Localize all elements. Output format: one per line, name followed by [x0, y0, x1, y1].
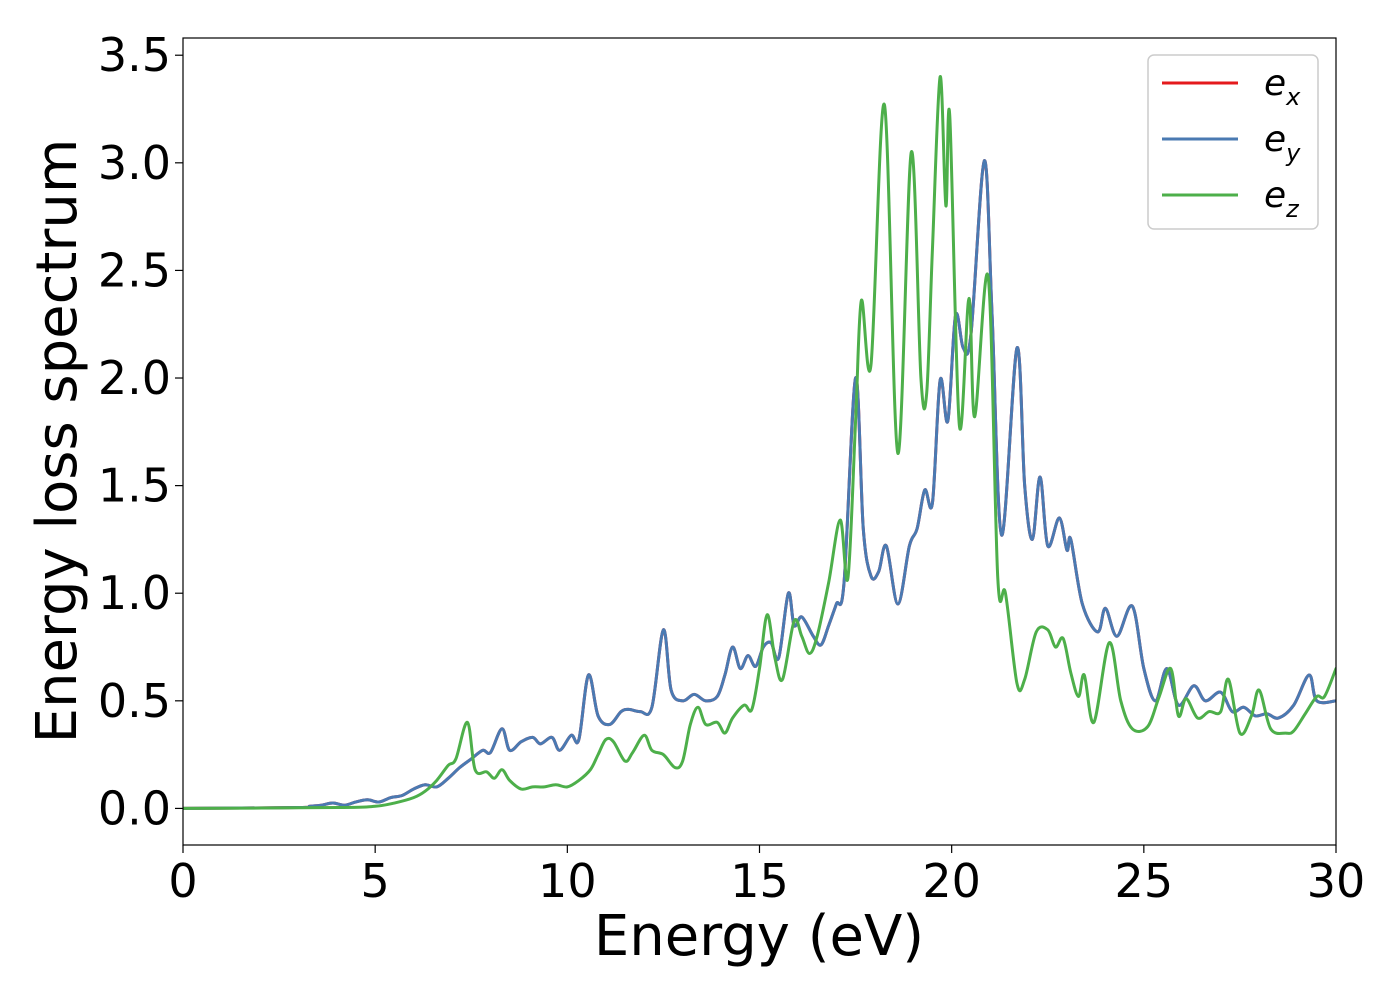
x-tick-label: 25: [1115, 854, 1174, 908]
x-axis-label: Energy (eV): [594, 904, 924, 969]
series-line-y: [183, 159, 1336, 810]
x-tick-label: 5: [361, 854, 390, 908]
y-axis-label: Energy loss spectrum: [25, 139, 90, 744]
x-tick-label: 30: [1307, 854, 1366, 908]
y-tick-label: 0.0: [98, 781, 171, 835]
y-tick-label: 2.0: [98, 351, 171, 405]
x-tick-label: 10: [538, 854, 597, 908]
legend-label: ex: [1264, 63, 1301, 111]
y-tick-label: 1.0: [98, 566, 171, 620]
legend-item-y: ey: [1162, 119, 1301, 167]
x-tick-label: 20: [922, 854, 981, 908]
series-line-z: [183, 75, 1336, 810]
legend-label: ez: [1264, 175, 1300, 223]
plot-area: [183, 38, 1336, 845]
y-tick-label: 1.5: [98, 459, 171, 513]
legend-label: ey: [1264, 119, 1301, 167]
x-tick-label: 15: [730, 854, 789, 908]
legend-item-x: ex: [1162, 63, 1301, 111]
x-axis-ticks: 0 5 10 15 20 25 30: [168, 845, 1365, 908]
x-tick-label: 0: [168, 854, 197, 908]
y-tick-label: 3.0: [98, 136, 171, 190]
legend: ex ey ez: [1147, 54, 1319, 230]
series-layer: [183, 75, 1336, 810]
y-tick-label: 2.5: [98, 243, 171, 297]
legend-entries: ex ey ez: [1162, 63, 1301, 223]
y-tick-label: 3.5: [98, 28, 171, 82]
legend-box: [1147, 54, 1319, 230]
legend-item-z: ez: [1162, 175, 1300, 223]
y-axis-ticks: 0.0 0.5 1.0 1.5 2.0 2.5 3.0 3.5: [98, 28, 183, 835]
y-tick-label: 0.5: [98, 674, 171, 728]
